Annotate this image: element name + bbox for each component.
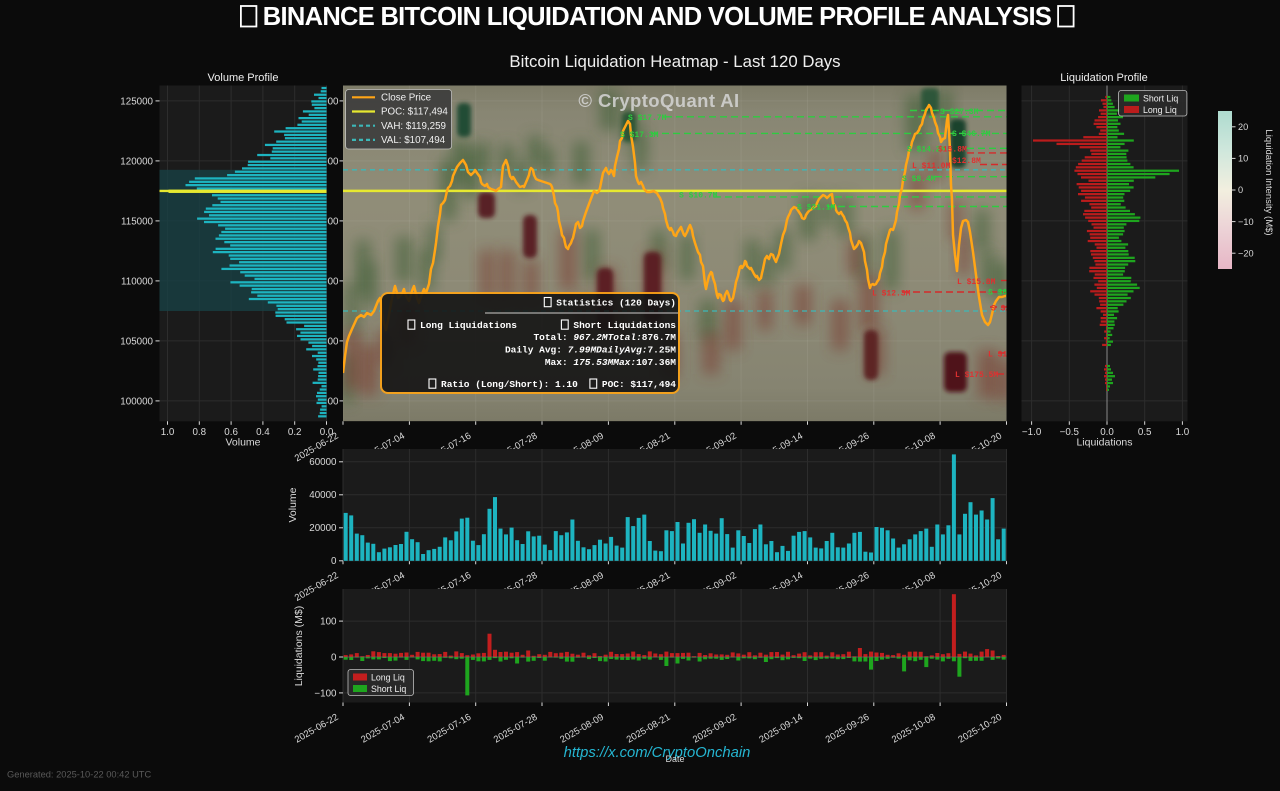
svg-text:Volume: Volume <box>287 487 299 522</box>
svg-text:Ratio (Long/Short): 1.10: Ratio (Long/Short): 1.10 <box>441 379 578 390</box>
svg-text:BINANCE BITCOIN LIQUIDATION AN: BINANCE BITCOIN LIQUIDATION AND VOLUME P… <box>263 3 1052 31</box>
svg-text:Bitcoin Liquidation Heatmap -: Bitcoin Liquidation Heatmap - Last 120 D… <box>509 52 840 71</box>
svg-text:105000: 105000 <box>120 336 153 347</box>
svg-text:S $17.3M: S $17.3M <box>620 131 659 140</box>
svg-text:Generated: 2025-10-22 00:42 UT: Generated: 2025-10-22 00:42 UTC <box>7 770 151 780</box>
svg-text:S $17.7M: S $17.7M <box>628 114 667 123</box>
svg-text:Long Liquidations: Long Liquidations <box>420 320 517 331</box>
svg-text:Liquidations (M$): Liquidations (M$) <box>293 606 305 687</box>
svg-text:Liquidation Profile: Liquidation Profile <box>1060 72 1147 84</box>
svg-text:S $27.3M: S $27.3M <box>940 108 979 117</box>
svg-text:Total: 967.2MTotal:876.7M: Total: 967.2MTotal:876.7M <box>533 332 676 343</box>
svg-text:10: 10 <box>1238 154 1248 164</box>
svg-text:120000: 120000 <box>120 156 153 167</box>
svg-text:L $175.5M: L $175.5M <box>955 371 998 380</box>
svg-text:$15.8M: $15.8M <box>938 146 967 155</box>
svg-text:100: 100 <box>320 617 337 628</box>
svg-text:VAH: $119,259: VAH: $119,259 <box>381 121 446 132</box>
svg-text:VAL: $107,494: VAL: $107,494 <box>381 135 446 146</box>
svg-text:Statistics (120 Days): Statistics (120 Days) <box>556 298 676 309</box>
svg-text:Short Liquidations: Short Liquidations <box>573 320 676 331</box>
svg-text:L $15.8M: L $15.8M <box>957 278 996 287</box>
svg-text:−100: −100 <box>314 688 337 699</box>
svg-text:Max: 175.53MMax:107.36M: Max: 175.53MMax:107.36M <box>545 357 676 368</box>
svg-text:0.5: 0.5 <box>1138 427 1152 438</box>
svg-text:−1.0: −1.0 <box>1022 427 1042 438</box>
svg-text:0: 0 <box>331 652 337 663</box>
svg-text:Daily Avg: 7.99MDailyAvg:7.25M: Daily Avg: 7.99MDailyAvg:7.25M <box>505 345 676 356</box>
svg-text:Date: Date <box>665 754 684 764</box>
svg-text:1.0: 1.0 <box>1176 427 1190 438</box>
svg-text:1.0: 1.0 <box>161 427 175 438</box>
svg-text:Liquidation Intensity (M$): Liquidation Intensity (M$) <box>1263 129 1274 235</box>
svg-text:Liquidations: Liquidations <box>1076 437 1132 449</box>
svg-text:−20: −20 <box>1238 248 1254 258</box>
svg-text:115000: 115000 <box>121 216 154 227</box>
svg-text:20000: 20000 <box>309 523 337 534</box>
svg-text:Short Liq: Short Liq <box>1143 94 1178 104</box>
svg-text:20: 20 <box>1238 122 1248 132</box>
svg-text:0.8: 0.8 <box>192 427 206 438</box>
svg-text:S $8.4M: S $8.4M <box>902 175 936 184</box>
svg-text:0: 0 <box>331 556 337 567</box>
svg-text:60000: 60000 <box>309 457 337 468</box>
svg-text:110000: 110000 <box>121 276 154 287</box>
svg-text:POC: $117,494: POC: $117,494 <box>602 379 676 390</box>
svg-text:S $21.1M: S $21.1M <box>797 204 836 213</box>
svg-text:S $10.7M: S $10.7M <box>679 192 718 201</box>
svg-text:Long Liq: Long Liq <box>371 673 405 683</box>
svg-text:L $12.3M: L $12.3M <box>872 290 911 299</box>
svg-text:0.0: 0.0 <box>320 427 334 438</box>
svg-text:−10: −10 <box>1238 217 1254 227</box>
svg-text:100000: 100000 <box>120 396 153 407</box>
svg-text:S $46.7M: S $46.7M <box>952 130 991 139</box>
svg-text:125000: 125000 <box>120 96 153 107</box>
svg-text:https://x.com/CryptoOnchain: https://x.com/CryptoOnchain <box>564 745 751 761</box>
svg-text:40000: 40000 <box>309 490 337 501</box>
svg-text:Short Liq: Short Liq <box>371 684 406 694</box>
svg-text:$12.8M: $12.8M <box>952 157 981 166</box>
svg-text:Close Price: Close Price <box>381 93 432 104</box>
svg-text:© CryptoQuant AI: © CryptoQuant AI <box>578 90 739 111</box>
svg-text:0.2: 0.2 <box>288 427 302 438</box>
svg-text:Volume Profile: Volume Profile <box>208 72 279 84</box>
svg-text:L $11.0M: L $11.0M <box>912 162 951 171</box>
svg-text:0: 0 <box>1238 185 1243 195</box>
svg-text:Volume: Volume <box>225 437 260 449</box>
svg-text:POC: $117,494: POC: $117,494 <box>381 107 448 118</box>
svg-text:Long Liq: Long Liq <box>1143 105 1177 115</box>
